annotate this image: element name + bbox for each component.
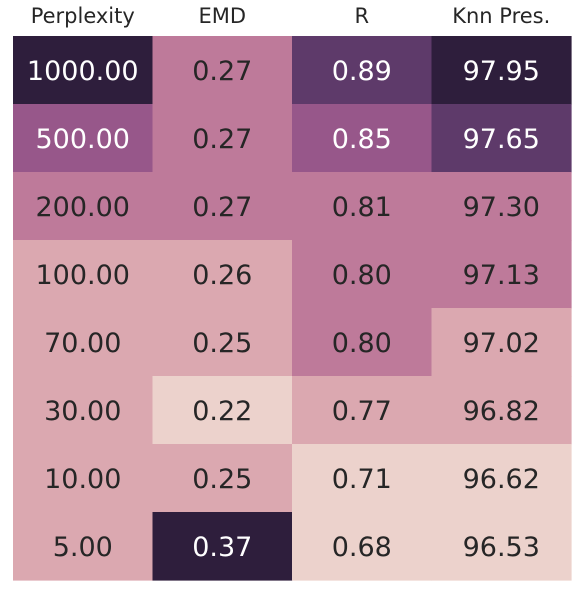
heatmap-cell <box>431 308 572 377</box>
cell-value-label: 0.27 <box>192 124 252 155</box>
cell-value-label: 97.65 <box>463 124 540 155</box>
heatmap-cell <box>13 240 154 309</box>
heatmap-cell <box>431 172 572 241</box>
cell-value-label: 96.53 <box>463 532 540 563</box>
heatmap-cell <box>292 308 433 377</box>
heatmap-cell <box>152 172 293 241</box>
cell-value-label: 5.00 <box>53 532 113 563</box>
cell-value-label: 0.25 <box>192 328 252 359</box>
heatmap-cell <box>431 512 572 581</box>
heatmap-cell <box>152 104 293 173</box>
cell-value-label: 97.13 <box>463 260 540 291</box>
cell-value-label: 0.71 <box>332 464 392 495</box>
cell-value-label: 0.89 <box>332 56 392 87</box>
heatmap-cell <box>292 512 433 581</box>
heatmap-cell <box>13 444 154 513</box>
column-header: Perplexity <box>31 4 135 28</box>
cell-value-label: 0.80 <box>332 328 392 359</box>
cell-value-label: 97.30 <box>463 192 540 223</box>
heatmap-cell <box>292 104 433 173</box>
column-header: Knn Pres. <box>452 4 550 28</box>
cell-value-label: 0.27 <box>192 56 252 87</box>
cell-value-label: 500.00 <box>36 124 130 155</box>
heatmap-cell <box>152 376 293 445</box>
cell-value-label: 30.00 <box>44 396 121 427</box>
cell-value-label: 0.37 <box>192 532 252 563</box>
heatmap-cell <box>152 36 293 105</box>
cell-value-label: 100.00 <box>36 260 130 291</box>
column-headers: Perplexity EMD R Knn Pres. <box>31 4 551 28</box>
cell-value-label: 1000.00 <box>27 56 139 87</box>
heatmap-cell <box>292 240 433 309</box>
cell-value-label: 97.02 <box>463 328 540 359</box>
heatmap-cell <box>13 172 154 241</box>
cell-value-label: 96.62 <box>463 464 540 495</box>
cell-value-label: 0.22 <box>192 396 252 427</box>
heatmap-cell <box>431 104 572 173</box>
heatmap-cell <box>431 444 572 513</box>
cell-value-label: 10.00 <box>44 464 121 495</box>
cell-value-label: 97.95 <box>463 56 540 87</box>
heatmap-cell <box>152 240 293 309</box>
column-header: R <box>354 4 369 28</box>
cell-value-label: 0.27 <box>192 192 252 223</box>
heatmap-cell <box>152 308 293 377</box>
heatmap-cell <box>13 308 154 377</box>
cell-value-label: 96.82 <box>463 396 540 427</box>
heatmap-cell <box>13 104 154 173</box>
heatmap-cell <box>13 36 154 105</box>
cell-value-label: 0.26 <box>192 260 252 291</box>
heatmap-cell <box>292 36 433 105</box>
heatmap-cell <box>292 444 433 513</box>
heatmap-cell <box>13 376 154 445</box>
heatmap-cells: 1000.00 0.27 0.89 97.95 500.00 0.27 0.85 97.65 2… <box>13 36 572 581</box>
cell-value-label: 0.81 <box>332 192 392 223</box>
cell-value-label: 70.00 <box>44 328 121 359</box>
heatmap-cell <box>431 36 572 105</box>
cell-value-label: 0.77 <box>332 396 392 427</box>
heatmap-cell <box>292 376 433 445</box>
heatmap-cell <box>431 376 572 445</box>
heatmap-cell <box>431 240 572 309</box>
cell-value-label: 0.85 <box>332 124 392 155</box>
cell-value-label: 200.00 <box>36 192 130 223</box>
heatmap-cell <box>152 444 293 513</box>
cell-value-label: 0.80 <box>332 260 392 291</box>
heatmap-cell <box>292 172 433 241</box>
heatmap-cell <box>13 512 154 581</box>
column-header: EMD <box>198 4 246 28</box>
cell-value-label: 0.68 <box>332 532 392 563</box>
heatmap-cell <box>152 512 293 581</box>
cell-value-label: 0.25 <box>192 464 252 495</box>
